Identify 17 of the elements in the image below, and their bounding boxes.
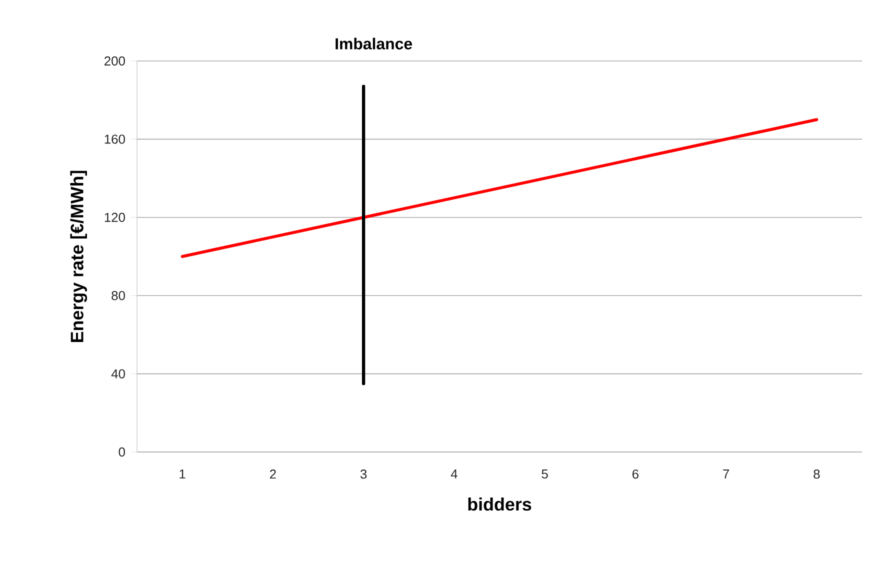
y-axis-title: Energy rate [€/MWh]: [70, 170, 88, 342]
x-tick-label: 5: [542, 470, 548, 479]
x-tick-label: 4: [450, 470, 458, 478]
y-tick-label: 120: [104, 212, 125, 222]
x-tick-label: 6: [632, 470, 638, 479]
x-tick-label: 1: [180, 470, 186, 478]
x-axis-title: bidders: [468, 498, 532, 511]
x-tick-label: 7: [723, 470, 730, 478]
y-tick-label: 160: [104, 134, 125, 144]
x-tick-label: 8: [814, 470, 820, 479]
x-tick-label: 3: [360, 470, 367, 479]
x-tick-label: 2: [270, 470, 276, 479]
y-tick-label: 200: [104, 56, 125, 66]
text: Imbalance: [336, 38, 412, 50]
y-tick-label: 0: [118, 447, 125, 457]
y-tick-label: 40: [111, 369, 125, 378]
y-tick-label: 80: [112, 291, 125, 300]
